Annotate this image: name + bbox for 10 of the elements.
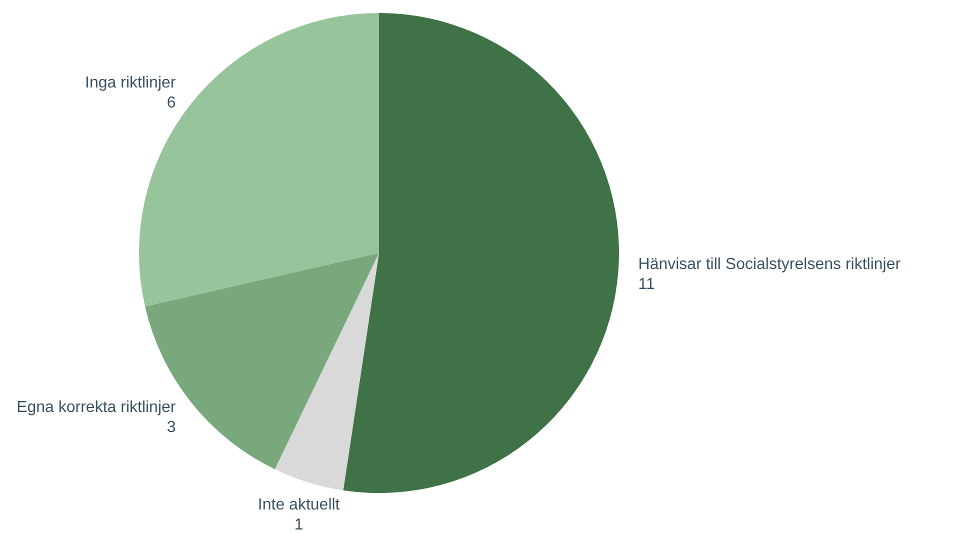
slice-label: Inte aktuellt — [258, 496, 340, 514]
data-label: 1 — [294, 516, 304, 533]
pie-slice — [343, 13, 619, 493]
slice-label: Inga riktlinjer — [85, 74, 176, 92]
data-label: 6 — [166, 94, 176, 112]
data-label: 3 — [166, 418, 176, 436]
data-label: 11 — [638, 276, 655, 294]
pie-slice — [274, 253, 379, 490]
slice-label: Hänvisar till Socialstyrelsens riktlinjer — [638, 256, 902, 274]
slice-label: Egna korrekta riktlinjer — [16, 398, 176, 416]
